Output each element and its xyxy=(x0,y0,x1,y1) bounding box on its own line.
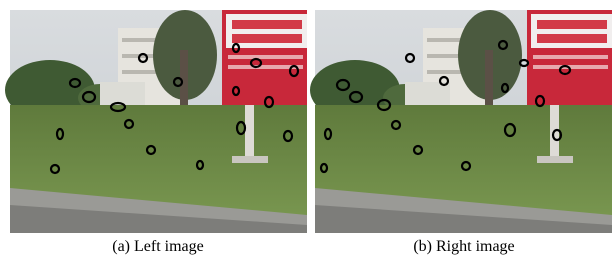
photo xyxy=(310,10,612,233)
photo xyxy=(5,10,307,233)
caption: (a) Left image xyxy=(112,238,204,255)
caption: (b) Right image xyxy=(413,238,514,255)
figure: (a) Left image (b) Right image xyxy=(0,0,613,260)
left-image: (a) Left image xyxy=(5,10,307,255)
right-image: (b) Right image xyxy=(310,10,612,255)
